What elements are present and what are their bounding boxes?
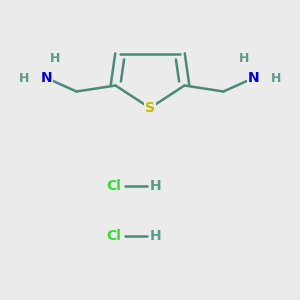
- Text: S: S: [145, 101, 155, 115]
- Text: Cl: Cl: [106, 179, 122, 193]
- Text: H: H: [150, 179, 162, 193]
- Text: N: N: [248, 71, 259, 85]
- Text: H: H: [271, 71, 281, 85]
- Text: Cl: Cl: [106, 229, 122, 242]
- Text: H: H: [50, 52, 61, 65]
- Text: N: N: [41, 71, 52, 85]
- Text: H: H: [19, 71, 29, 85]
- Text: H: H: [150, 229, 162, 242]
- Text: H: H: [239, 52, 250, 65]
